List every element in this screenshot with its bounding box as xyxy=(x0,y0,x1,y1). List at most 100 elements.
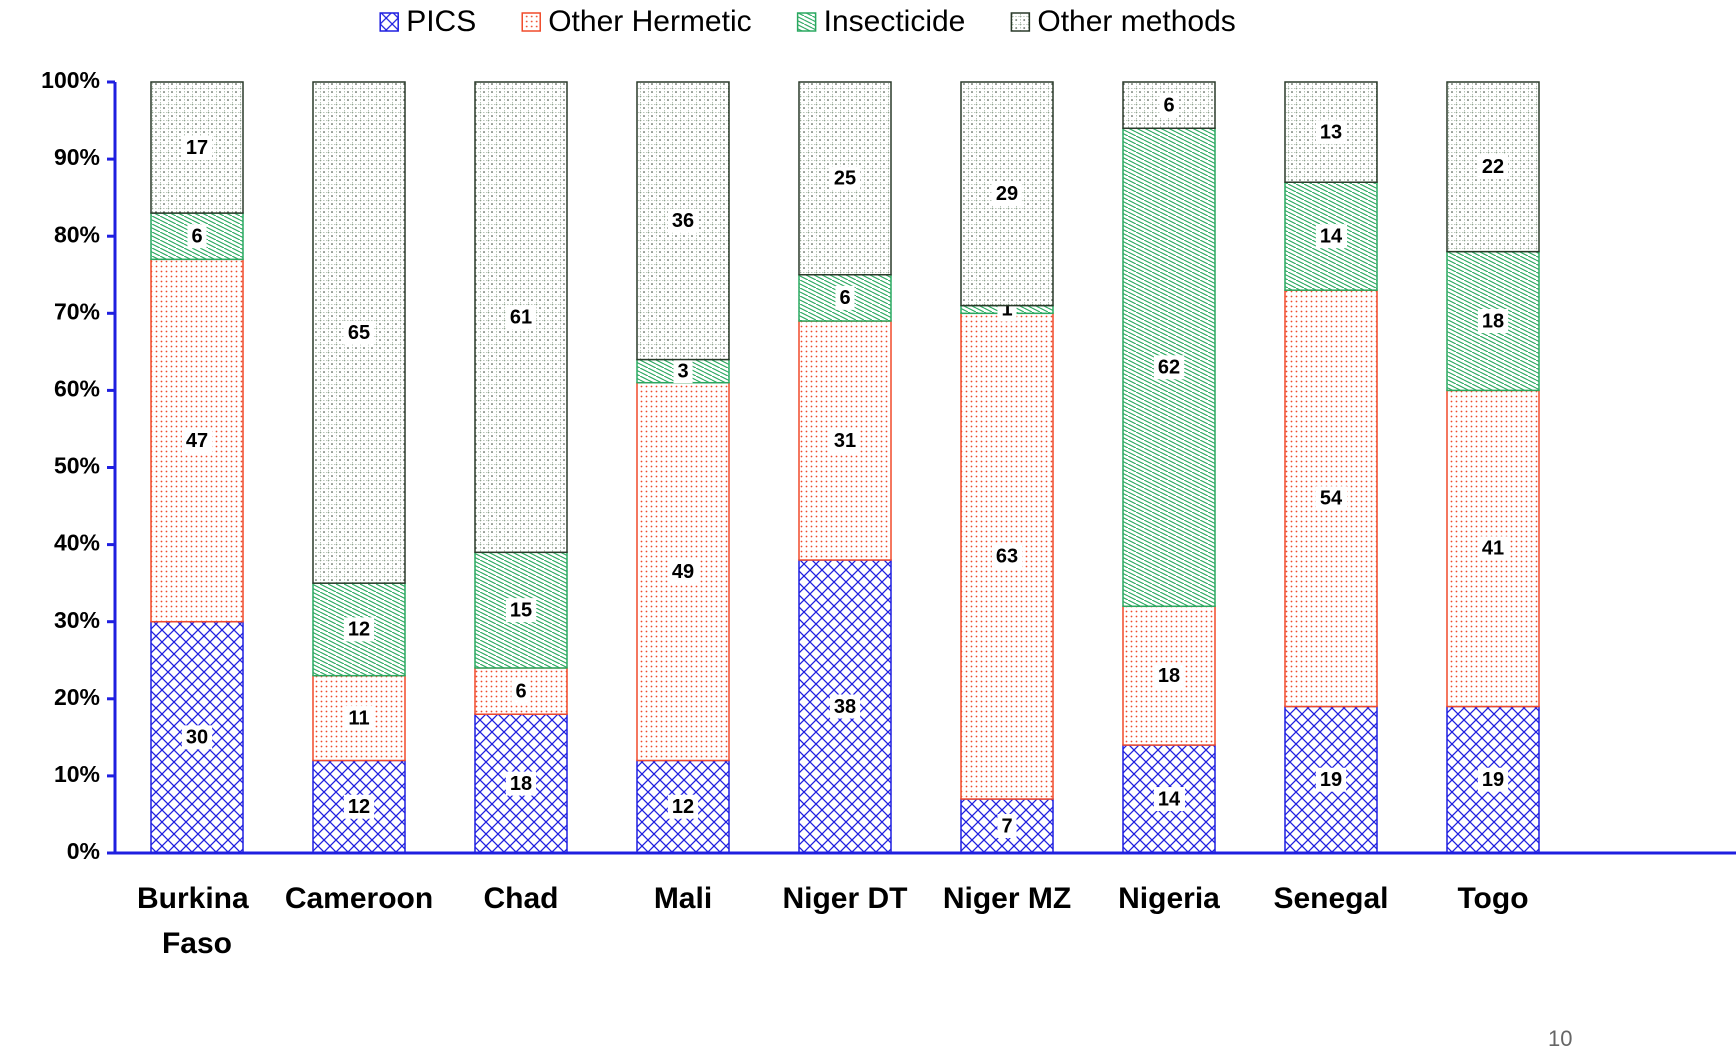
legend-label: PICS xyxy=(406,5,476,38)
legend-swatch xyxy=(796,12,817,32)
data-label-bg xyxy=(1315,224,1347,249)
data-label-bg xyxy=(187,224,207,249)
data-label-bg xyxy=(997,814,1017,839)
data-label: 18 xyxy=(510,773,532,795)
data-label: 13 xyxy=(1320,121,1342,143)
data-label-bg xyxy=(991,181,1023,206)
legend-label: Other methods xyxy=(1037,5,1235,38)
data-label: 47 xyxy=(186,430,208,452)
data-label-bg xyxy=(835,285,855,310)
data-label-bg xyxy=(1477,154,1509,179)
data-label-bg xyxy=(829,166,861,191)
data-label-bg xyxy=(667,208,699,233)
legend: PICS Other Hermetic Insecticide Other metho… xyxy=(379,5,1236,38)
data-label: 14 xyxy=(1158,788,1181,810)
y-tick-label: 90% xyxy=(54,144,100,170)
data-label: 25 xyxy=(834,168,856,190)
data-label: 36 xyxy=(672,210,694,232)
data-label-bg xyxy=(181,135,213,160)
y-tick-label: 70% xyxy=(54,298,100,324)
data-label: 15 xyxy=(510,599,532,621)
x-tick-label: Senegal xyxy=(1273,882,1388,915)
data-label: 38 xyxy=(834,696,856,718)
data-label: 6 xyxy=(515,680,526,702)
data-label: 18 xyxy=(1482,310,1504,332)
data-label: 22 xyxy=(1482,156,1504,178)
data-label: 3 xyxy=(677,360,688,382)
data-label: 18 xyxy=(1158,665,1180,687)
data-label: 65 xyxy=(348,322,370,344)
x-tick-label: Niger MZ xyxy=(943,882,1071,915)
data-label: 54 xyxy=(1320,488,1343,510)
data-label-bg xyxy=(1159,93,1179,118)
data-label-bg xyxy=(673,359,693,384)
data-label-bg xyxy=(343,320,375,345)
data-label-bg xyxy=(181,428,213,453)
data-label: 12 xyxy=(348,619,370,641)
x-tick-label: Mali xyxy=(654,882,712,915)
data-label: 62 xyxy=(1158,357,1180,379)
y-tick-label: 80% xyxy=(54,221,100,247)
data-label: 61 xyxy=(510,306,532,328)
data-label-bg xyxy=(511,679,531,704)
legend-swatch xyxy=(521,12,541,32)
data-label-bg xyxy=(667,559,699,584)
data-label: 11 xyxy=(348,707,369,729)
data-label: 31 xyxy=(834,430,856,452)
data-label: 49 xyxy=(672,561,694,583)
data-label-bg xyxy=(344,706,374,731)
data-label: 19 xyxy=(1482,769,1504,791)
y-tick-label: 30% xyxy=(54,607,100,633)
data-label-bg xyxy=(181,725,213,750)
legend-swatch xyxy=(1010,12,1031,32)
data-label: 14 xyxy=(1320,225,1343,247)
data-label-bg xyxy=(1477,536,1509,561)
data-label-bg xyxy=(1153,355,1185,380)
data-label-bg xyxy=(829,694,861,719)
data-label-bg xyxy=(343,794,375,819)
x-tick-label: Togo xyxy=(1457,882,1528,915)
data-label: 30 xyxy=(186,727,208,749)
data-label-bg xyxy=(991,544,1023,569)
data-label: 17 xyxy=(186,137,208,159)
data-label-bg xyxy=(505,305,537,330)
slide-number: 10 xyxy=(1548,1026,1572,1051)
legend-label: Insecticide xyxy=(824,5,966,38)
data-label: 41 xyxy=(1482,538,1504,560)
x-tick-label: Niger DT xyxy=(782,882,907,915)
data-label-bg xyxy=(667,794,699,819)
data-label: 12 xyxy=(672,796,694,818)
y-tick-label: 50% xyxy=(54,453,100,479)
data-label: 19 xyxy=(1320,769,1342,791)
x-tick-label: Nigeria xyxy=(1118,882,1220,915)
x-tick-label: Cameroon xyxy=(285,882,433,915)
x-tick-label: Chad xyxy=(484,882,559,915)
data-label: 29 xyxy=(996,183,1018,205)
y-tick-label: 100% xyxy=(41,67,100,93)
data-label-bg xyxy=(829,428,861,453)
y-tick-label: 0% xyxy=(67,838,100,864)
data-label: 63 xyxy=(996,545,1018,567)
data-label: 6 xyxy=(191,225,202,247)
data-label-bg xyxy=(1477,767,1509,792)
data-label: 12 xyxy=(348,796,370,818)
y-tick-label: 20% xyxy=(54,684,100,710)
data-label: 6 xyxy=(839,287,850,309)
legend-swatch xyxy=(379,12,399,32)
data-label-bg xyxy=(505,771,537,796)
data-label-bg xyxy=(1315,120,1347,145)
data-label: 1 xyxy=(1001,299,1012,321)
y-tick-label: 40% xyxy=(54,530,100,556)
data-label-bg xyxy=(1315,767,1347,792)
data-label: 7 xyxy=(1001,815,1012,837)
data-label-bg xyxy=(343,617,375,642)
data-label: 6 xyxy=(1163,94,1174,116)
y-tick-label: 10% xyxy=(54,761,100,787)
data-label-bg xyxy=(1315,486,1347,511)
legend-label: Other Hermetic xyxy=(548,5,751,38)
data-label-bg xyxy=(505,598,537,623)
data-label-bg xyxy=(1153,787,1185,812)
x-tick-label: Burkina Faso xyxy=(137,882,257,960)
data-label-bg xyxy=(1153,663,1185,688)
